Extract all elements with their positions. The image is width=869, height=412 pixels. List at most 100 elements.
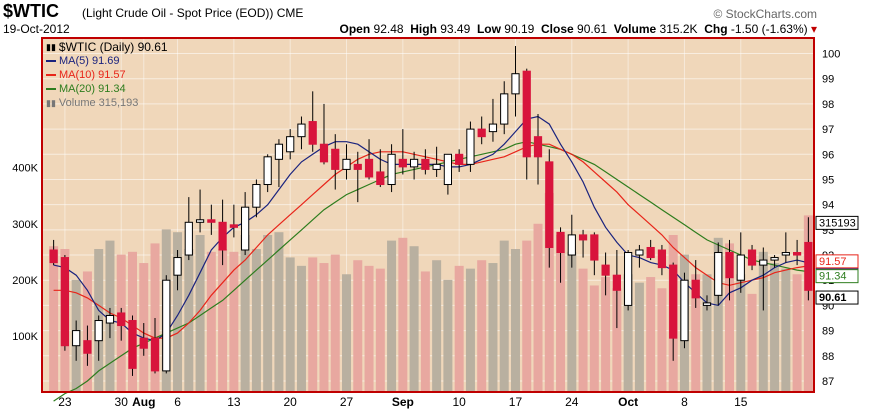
y-tick-label: 94 (822, 200, 834, 212)
candle-body (500, 93, 509, 125)
volume-tick-label: 300K (12, 219, 38, 231)
candle-body (477, 128, 486, 138)
volume-bar (567, 251, 577, 392)
candle-body (567, 234, 576, 256)
close-label: Close (541, 22, 574, 36)
last-value-tag (815, 269, 859, 284)
candle-body (601, 264, 610, 276)
volume-bar (589, 285, 599, 392)
last-value-label: 91.34 (819, 271, 847, 283)
candle-body (364, 158, 374, 178)
x-tick-label: Aug (132, 395, 155, 409)
volume-bar (150, 243, 160, 392)
x-tick-label: 27 (340, 395, 354, 409)
high-label: High (410, 22, 437, 36)
volume-bar (173, 232, 183, 392)
brand-credit[interactable]: © StockCharts.com (713, 7, 817, 21)
candle-body (286, 136, 295, 153)
volume-bar (578, 268, 588, 392)
y-tick-label: 88 (822, 351, 834, 363)
low-value: 90.19 (504, 22, 535, 36)
candle-body (669, 264, 678, 339)
candle-body (545, 161, 554, 248)
chart-symbol: $WTIC (3, 1, 59, 21)
candle-body (263, 156, 272, 186)
candle-body (139, 337, 148, 349)
candle-body (398, 158, 407, 168)
open-value: 92.48 (373, 22, 404, 36)
volume-tick-label: 200K (12, 275, 38, 287)
last-value-label: 91.57 (819, 256, 847, 268)
candle-body (173, 257, 182, 276)
x-tick-label: Sep (392, 395, 414, 409)
y-tick-label: 96 (822, 149, 834, 161)
chart-frame (41, 37, 815, 393)
ma5-label: MA(5) 91.69 (59, 55, 120, 67)
volume-bar (387, 240, 397, 392)
volume-bar (510, 249, 520, 392)
ma10-swatch (46, 74, 56, 76)
candle-body (49, 249, 58, 264)
date-axis: 23 30 Aug 6 13 20 27 Sep 10 17 24 Oct 8 15 (58, 395, 748, 409)
y-tick-label: 89 (822, 326, 834, 338)
candle-body (308, 121, 317, 145)
volume-bar (544, 192, 554, 392)
candle-body (522, 70, 531, 158)
y-tick-label: 97 (822, 124, 834, 136)
candle-body (342, 158, 351, 170)
candle-body (387, 153, 396, 186)
candle-body (455, 153, 464, 165)
candle-body (657, 249, 667, 269)
volume-bar (454, 265, 464, 392)
volume-bar (432, 260, 442, 392)
candle-body (162, 279, 171, 372)
volume-bar (556, 235, 566, 392)
legend-symbol-icon: ▮▮ (46, 42, 56, 52)
candle-body (184, 221, 193, 256)
volume-bar (296, 265, 306, 392)
candle-body (736, 254, 745, 281)
volume-bar (206, 251, 216, 392)
chart-description: (Light Crude Oil - Spot Price (EOD)) CME (82, 6, 304, 20)
candle-body (725, 252, 734, 279)
candle-body (376, 171, 385, 186)
legend-ma20: MA(20) 91.34 (46, 82, 168, 96)
legend-ma5: MA(5) 91.69 (46, 54, 168, 68)
x-tick-label: 17 (509, 395, 523, 409)
volume-bar (274, 232, 284, 392)
volume-bar (409, 246, 419, 392)
volume-bar (49, 246, 59, 392)
volume-bar (184, 249, 194, 392)
candle-body (488, 123, 498, 133)
volume-bar (488, 263, 498, 392)
candle-body (804, 241, 813, 291)
volume-bar (758, 251, 768, 392)
candle-body (319, 143, 329, 163)
volume-bar (781, 268, 791, 392)
ohlc-stats: Open 92.48 High 93.49 Low 90.19 Close 90… (340, 22, 817, 36)
open-label: Open (339, 22, 371, 36)
volume-bar (443, 279, 453, 392)
close-value: 90.61 (577, 22, 608, 36)
volume-bar (353, 260, 363, 392)
volume-bar (736, 274, 746, 392)
candle-body (635, 249, 644, 256)
volume-bar (319, 263, 329, 392)
candle-body (421, 158, 430, 170)
candle-body (759, 259, 768, 266)
chg-value: -1.50 (-1.63%) (730, 22, 808, 36)
candle-body (443, 153, 453, 186)
candlesticks (49, 46, 813, 376)
candle-body (511, 73, 520, 95)
legend-volume: ▮▮ Volume 315,193 (46, 96, 168, 110)
volume-bar (702, 274, 712, 392)
candle-body (105, 314, 115, 324)
volume-bar (420, 271, 430, 392)
volume-bar (218, 249, 228, 392)
volume-bar (533, 223, 543, 392)
volume-bar (342, 274, 352, 392)
volume-bar (747, 293, 757, 392)
candle-body (533, 136, 543, 158)
